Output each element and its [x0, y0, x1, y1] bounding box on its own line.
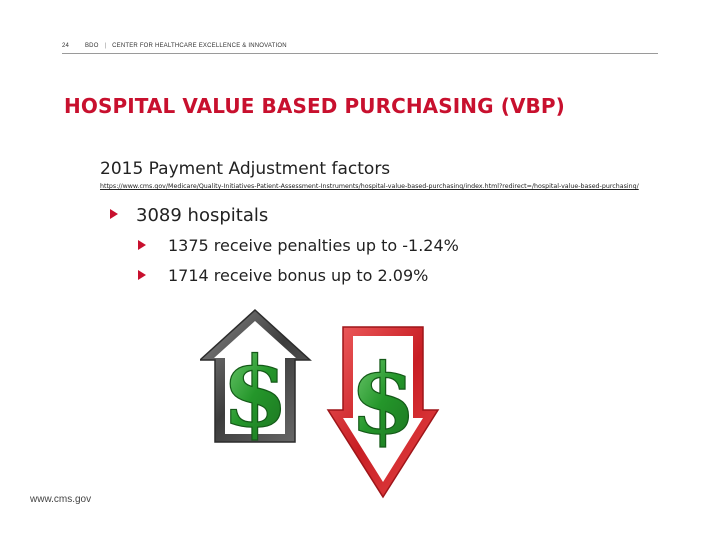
down-dollar-symbol: $: [350, 343, 417, 456]
bullet-arrow-icon: [138, 269, 146, 280]
slide-title: HOSPITAL VALUE BASED PURCHASING (VBP): [64, 94, 565, 118]
slide-header: 24 BDO | CENTER FOR HEALTHCARE EXCELLENC…: [62, 43, 287, 49]
bullet-arrow-icon: [110, 209, 118, 219]
bullet-arrow-icon: [138, 239, 146, 250]
header-separator: |: [104, 43, 107, 49]
bullet-text: 1375 receive penalties up to -1.24%: [168, 236, 459, 255]
source-link[interactable]: https://www.cms.gov/Medicare/Quality-Ini…: [100, 183, 639, 190]
header-divider: [62, 53, 658, 54]
bullet-item: 1375 receive penalties up to -1.24%: [138, 236, 459, 255]
dollar-down-arrow-icon: $: [326, 326, 440, 499]
bullet-text: 3089 hospitals: [136, 205, 269, 226]
bullet-text: 1714 receive bonus up to 2.09%: [168, 266, 429, 285]
header-org: BDO: [84, 43, 99, 49]
bullet-item: 1714 receive bonus up to 2.09%: [138, 266, 428, 285]
subtitle: 2015 Payment Adjustment factors: [100, 159, 391, 179]
dollar-up-arrow-icon: $: [200, 308, 312, 450]
header-section: CENTER FOR HEALTHCARE EXCELLENCE & INNOV…: [112, 43, 287, 49]
bullet-item: 3089 hospitals: [110, 205, 268, 226]
up-dollar-symbol: $: [222, 336, 289, 449]
dollar-arrows-graphic: $ $: [200, 308, 440, 499]
page-number: 24: [62, 43, 70, 49]
footer-source: www.cms.gov: [30, 494, 92, 505]
